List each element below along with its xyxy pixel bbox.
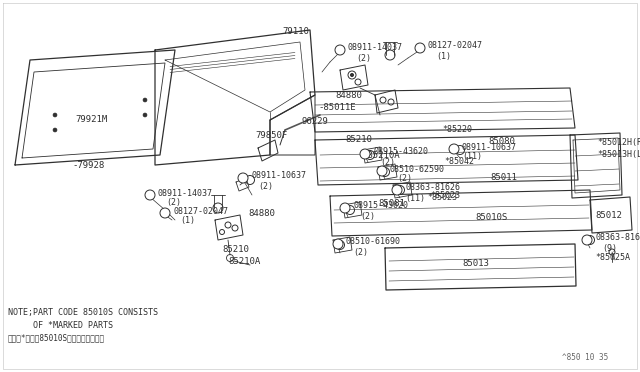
Circle shape [145,190,155,200]
Text: N: N [241,176,245,180]
Text: -85011E: -85011E [318,103,356,112]
Text: *85013H(LH): *85013H(LH) [597,150,640,158]
Text: -85210A: -85210A [362,151,399,160]
Text: 85210A: 85210A [228,257,260,266]
Text: *85025A: *85025A [595,253,630,263]
Text: 85010S: 85010S [475,214,508,222]
Circle shape [377,166,387,176]
Text: S: S [585,237,589,243]
Text: (2): (2) [380,157,395,167]
Text: *85023: *85023 [430,192,460,201]
Text: 85210: 85210 [345,135,372,144]
Text: 08363-81626: 08363-81626 [595,234,640,243]
Text: 08127-02047: 08127-02047 [428,42,483,51]
Text: M: M [343,205,347,211]
Circle shape [333,239,343,249]
Text: 79921M: 79921M [75,115,108,125]
Text: (1): (1) [436,51,451,61]
Circle shape [335,45,345,55]
Text: 08510-62590: 08510-62590 [390,164,445,173]
Text: 85080: 85080 [488,138,515,147]
Text: *85023: *85023 [427,193,457,202]
Text: N: N [338,48,342,52]
Text: 85210: 85210 [222,244,249,253]
Text: S: S [380,169,384,173]
Text: 96229: 96229 [302,118,329,126]
Circle shape [415,43,425,53]
Text: 08363-81626: 08363-81626 [405,183,460,192]
Text: 08911-10637: 08911-10637 [251,171,306,180]
Text: 84880: 84880 [335,92,362,100]
Text: (2): (2) [166,199,181,208]
Text: 08911-10637: 08911-10637 [462,142,517,151]
Circle shape [160,208,170,218]
Text: *85042: *85042 [444,157,474,167]
Text: N: N [148,192,152,198]
Text: 08510-61690: 08510-61690 [346,237,401,247]
Text: 08911-14037: 08911-14037 [158,189,213,198]
Circle shape [360,149,370,159]
Text: 08915-43620: 08915-43620 [373,148,428,157]
Text: (2): (2) [360,212,375,221]
Text: (1): (1) [180,217,195,225]
Text: 08911-14037: 08911-14037 [348,44,403,52]
Text: (2): (2) [258,182,273,190]
Text: (9): (9) [602,244,617,253]
Text: (11): (11) [462,153,482,161]
Text: (2): (2) [397,174,412,183]
Text: 85013: 85013 [462,260,489,269]
Text: 08127-02047: 08127-02047 [173,206,228,215]
Text: M: M [363,151,367,157]
Circle shape [351,74,353,77]
Circle shape [449,144,459,154]
Circle shape [582,235,592,245]
Text: 85011: 85011 [490,173,517,183]
Circle shape [392,185,402,195]
Text: S: S [336,241,340,247]
Text: (11): (11) [405,193,425,202]
Text: OF *MARKED PARTS: OF *MARKED PARTS [8,321,113,330]
Circle shape [238,173,248,183]
Text: N: N [452,147,456,151]
Text: S: S [395,187,399,192]
Text: （注）*印は、85010Sの構成部品です。: （注）*印は、85010Sの構成部品です。 [8,334,105,343]
Text: *85012H(RH): *85012H(RH) [597,138,640,148]
Text: -79928: -79928 [72,160,104,170]
Text: ^850 10 35: ^850 10 35 [562,353,608,362]
Circle shape [340,203,350,213]
Circle shape [143,98,147,102]
Text: *85220: *85220 [442,125,472,135]
Text: 79850F: 79850F [255,131,287,141]
Text: NOTE;PART CODE 85010S CONSISTS: NOTE;PART CODE 85010S CONSISTS [8,308,158,317]
Text: 79110: 79110 [282,28,309,36]
Text: 84880: 84880 [248,209,275,218]
Circle shape [143,113,147,117]
Circle shape [53,128,57,132]
Text: 85081: 85081 [378,199,405,208]
Text: B: B [418,45,422,51]
Text: (2): (2) [353,247,368,257]
Text: 85012: 85012 [595,211,622,219]
Text: B: B [163,211,167,215]
Text: (2): (2) [356,54,371,62]
Text: 08915-43620: 08915-43620 [353,202,408,211]
Circle shape [53,113,57,117]
